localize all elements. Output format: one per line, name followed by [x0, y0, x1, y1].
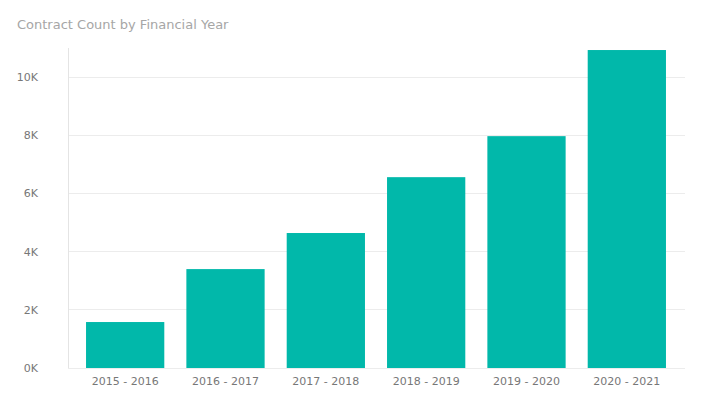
bar [487, 136, 565, 368]
x-tick-label: 2015 - 2016 [92, 375, 159, 388]
y-tick-label: 8K [24, 129, 39, 142]
y-tick-label: 2K [24, 304, 39, 317]
x-tick-label: 2017 - 2018 [292, 375, 359, 388]
bar [186, 269, 264, 368]
x-tick-label: 2016 - 2017 [192, 375, 259, 388]
bar [86, 322, 164, 368]
y-tick-label: 4K [24, 246, 39, 259]
y-tick-label: 6K [24, 187, 39, 200]
chart-title: Contract Count by Financial Year [17, 17, 229, 32]
bars [86, 50, 666, 368]
y-axis-line [68, 48, 69, 368]
chart-container: Contract Count by Financial Year 0K 2K 4K 6K… [0, 0, 716, 395]
chart-svg: Contract Count by Financial Year 0K 2K 4K 6K… [0, 0, 716, 395]
bar [387, 177, 465, 368]
x-tick-label: 2018 - 2019 [393, 375, 460, 388]
y-tick-label: 10K [17, 71, 39, 84]
y-tick-label: 0K [24, 362, 39, 375]
x-tick-label: 2019 - 2020 [493, 375, 560, 388]
bar [588, 50, 666, 368]
x-tick-label: 2020 - 2021 [593, 375, 660, 388]
bar [287, 233, 365, 368]
